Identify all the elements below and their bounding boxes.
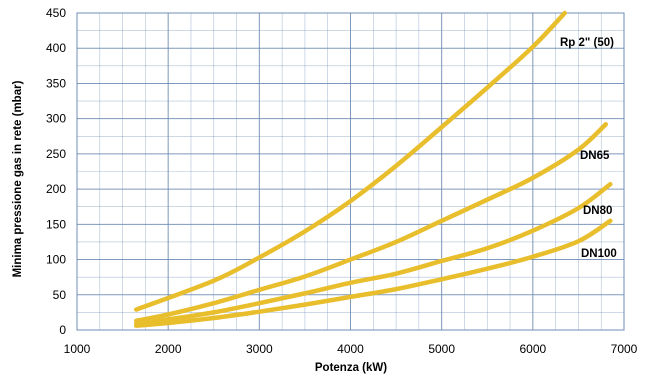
x-tick-labels: 1000 2000 3000 4000 5000 6000 7000 xyxy=(64,342,638,356)
x-tick-label: 4000 xyxy=(337,342,364,356)
series-line xyxy=(134,218,613,329)
series-labels: Rp 2" (50) DN65 DN80 DN100 xyxy=(560,37,617,260)
series-line xyxy=(134,10,567,312)
series-label: Rp 2" (50) xyxy=(560,37,614,49)
x-tick-label: 5000 xyxy=(428,342,455,356)
y-tick-label: 150 xyxy=(46,217,66,231)
series-line xyxy=(134,122,609,324)
series-label: DN100 xyxy=(581,248,617,260)
series-label: DN65 xyxy=(580,150,610,162)
plot-border xyxy=(76,12,625,331)
y-tick-label: 100 xyxy=(46,253,66,267)
y-tick-label: 300 xyxy=(46,112,66,126)
y-tick-label: 450 xyxy=(46,6,66,20)
y-tick-label: 250 xyxy=(46,147,66,161)
x-tick-label: 6000 xyxy=(519,342,546,356)
x-tick-label: 1000 xyxy=(64,342,91,356)
series-label: DN80 xyxy=(583,205,612,217)
y-tick-labels: 0 50 100 150 200 250 300 350 400 450 xyxy=(46,6,66,337)
x-tick-label: 2000 xyxy=(155,342,182,356)
y-axis-title: Minima pressione gas in rete (mbar) xyxy=(12,80,24,277)
y-tick-label: 200 xyxy=(46,182,66,196)
y-tick-label: 50 xyxy=(53,288,67,302)
x-tick-label: 7000 xyxy=(611,342,638,356)
y-tick-label: 0 xyxy=(59,323,66,337)
y-tick-label: 350 xyxy=(46,76,66,90)
x-tick-label: 3000 xyxy=(246,342,273,356)
y-tick-label: 400 xyxy=(46,41,66,55)
series-line xyxy=(134,181,613,326)
series-lines xyxy=(134,10,613,329)
x-axis-title: Potenza (kW) xyxy=(315,362,387,374)
